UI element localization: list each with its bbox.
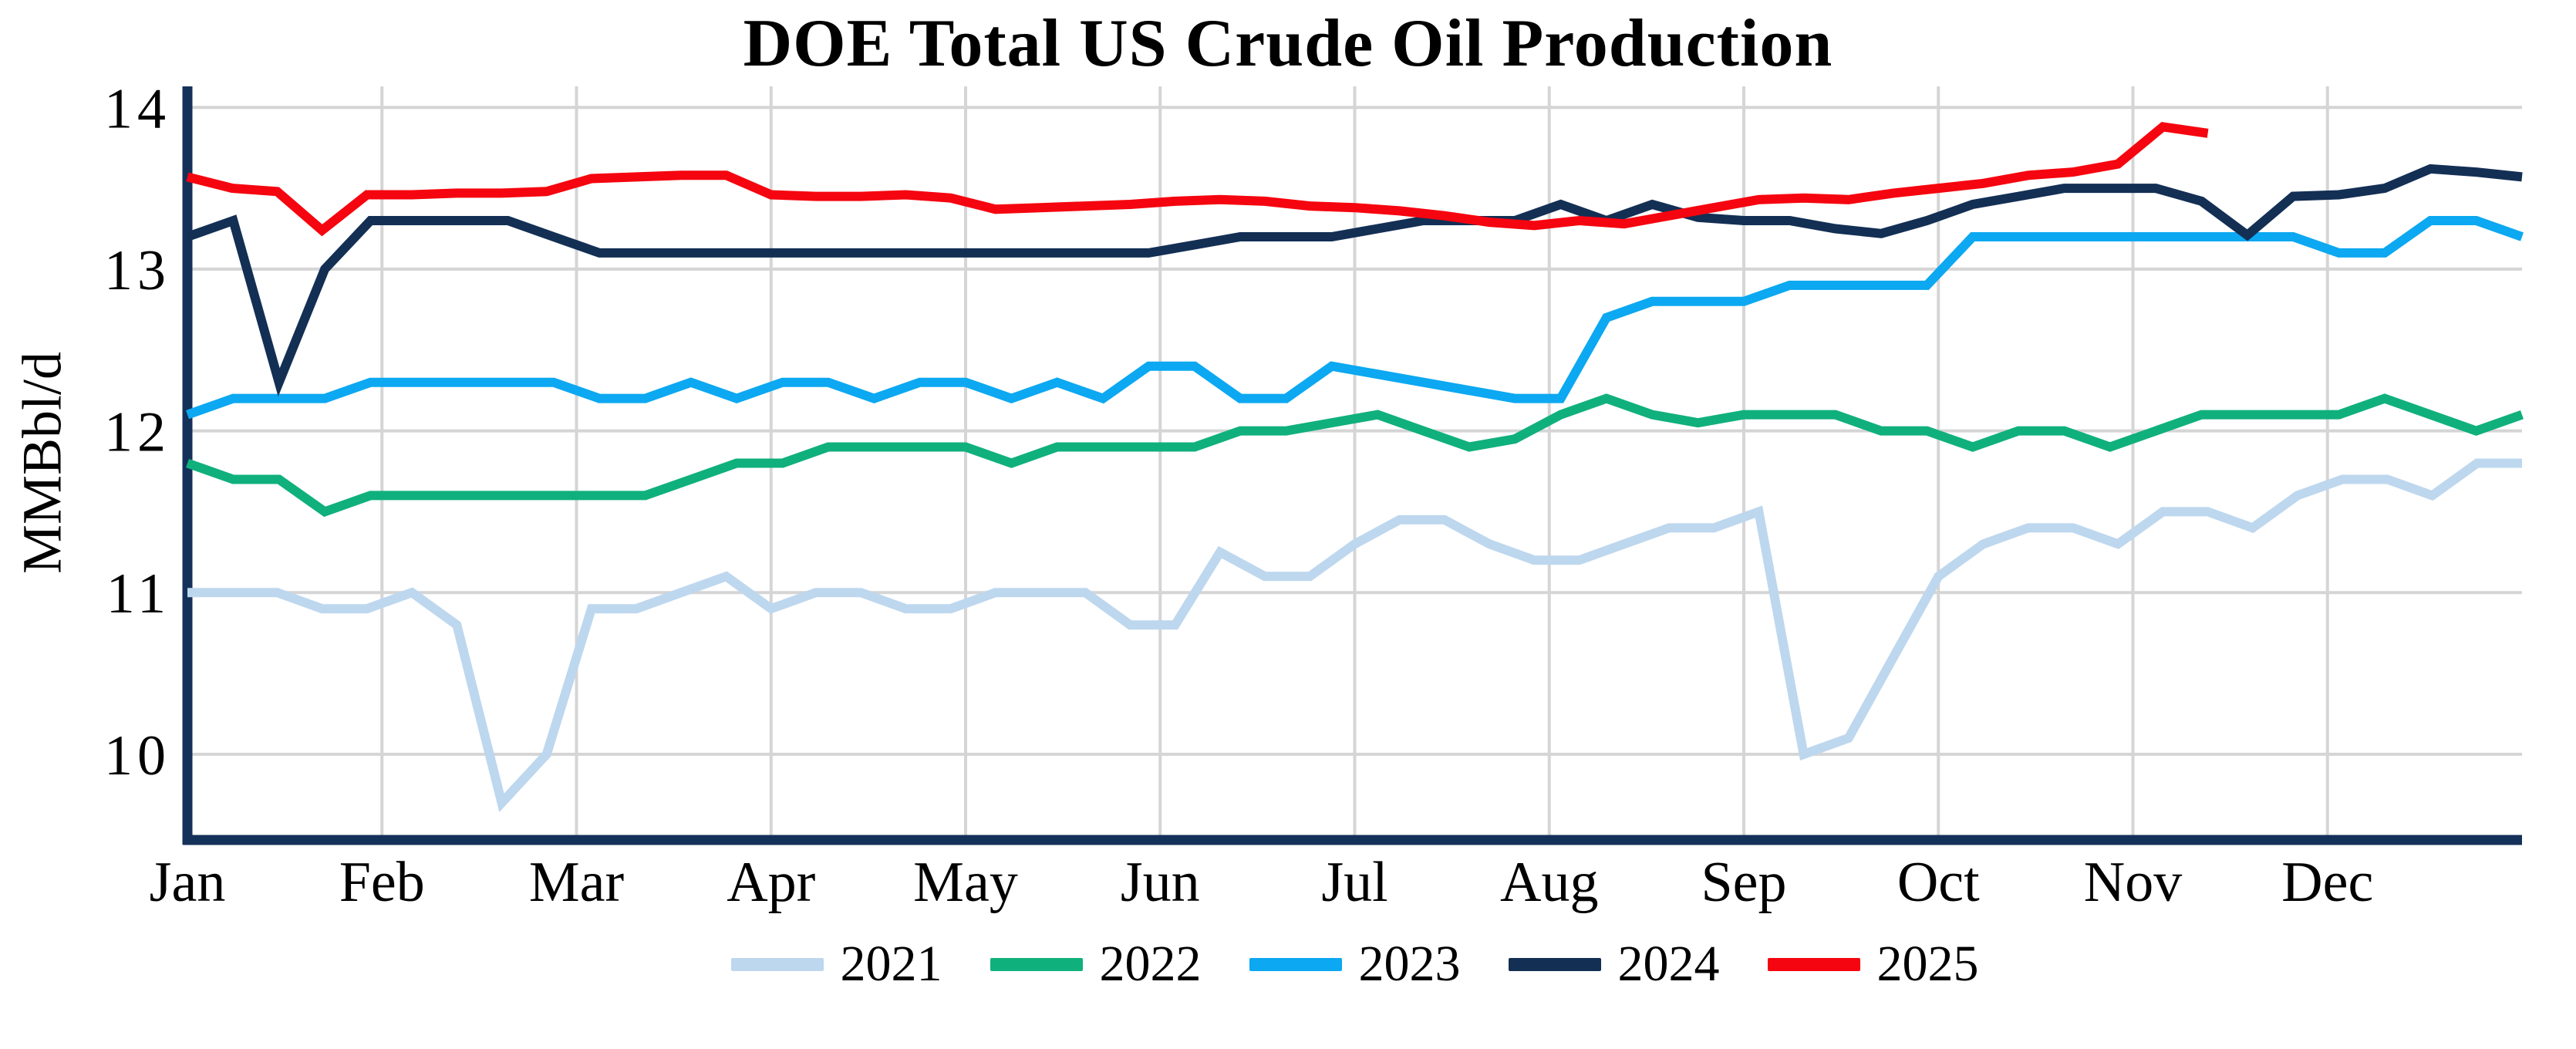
series-line-2021: [187, 458, 2522, 812]
y-tick-label: 12: [104, 401, 170, 464]
legend-swatch-2023: [1249, 957, 1342, 971]
x-tick-label: Feb: [339, 851, 425, 914]
x-tick-label: Jan: [150, 851, 226, 914]
legend-item-2023: 2023: [1249, 939, 1461, 990]
legend-item-2024: 2024: [1508, 936, 1720, 992]
y-tick-label: 13: [104, 239, 170, 302]
legend-item-2022: 2022: [990, 939, 1202, 990]
legend-label-2023: 2023: [1358, 936, 1461, 992]
y-tick-label: 11: [106, 562, 170, 626]
x-tick-label: Dec: [2281, 851, 2373, 914]
legend-swatch-2022: [990, 957, 1083, 971]
x-tick-label: Aug: [1500, 851, 1598, 914]
x-tick-label: Oct: [1897, 851, 1980, 914]
x-tick-label: Sep: [1701, 851, 1787, 914]
y-tick-label: 14: [104, 77, 170, 140]
legend-swatch-2024: [1508, 957, 1601, 971]
x-tick-label: Nov: [2084, 851, 2182, 914]
x-tick-label: May: [913, 851, 1018, 914]
y-tick-label: 10: [104, 724, 170, 788]
legend-item-2025: 2025: [1767, 936, 1979, 992]
x-tick-label: Jul: [1321, 851, 1387, 914]
series-line-2024: [186, 164, 2523, 397]
chart-title: DOE Total US Crude Oil Production: [743, 6, 1833, 81]
legend-label-2021: 2021: [840, 936, 942, 992]
legend-swatch-2021: [730, 957, 824, 971]
series-line-2025: [186, 122, 2209, 237]
legend-swatch-2025: [1767, 957, 1860, 971]
x-tick-label: Mar: [529, 851, 624, 914]
legend-item-2021: 2021: [730, 936, 942, 992]
legend: 2021 2022 2023 2024 2025: [187, 929, 2522, 999]
x-tick-label: Jun: [1121, 851, 1200, 914]
series-line-2023: [186, 216, 2524, 420]
legend-label-2025: 2025: [1876, 936, 1979, 992]
x-tick-label: Apr: [727, 851, 815, 914]
series-line-2022: [186, 393, 2524, 518]
legend-label-2022: 2022: [1099, 936, 1202, 992]
legend-label-2024: 2024: [1617, 936, 1720, 992]
